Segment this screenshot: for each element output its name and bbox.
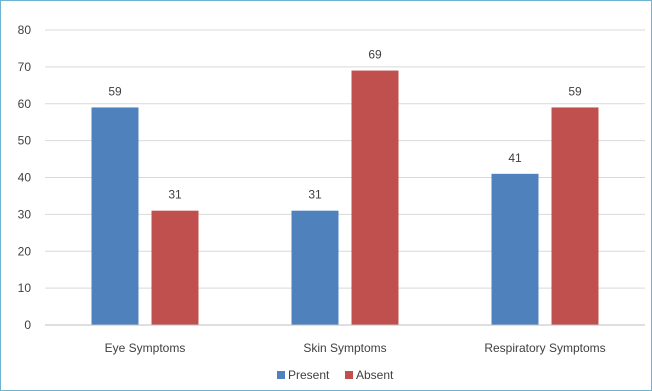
data-label: 59 <box>568 84 582 98</box>
bar-present-1 <box>291 210 339 325</box>
legend-swatch-present <box>277 371 285 379</box>
data-label: 59 <box>108 84 122 98</box>
x-category-label: Respiratory Symptoms <box>484 341 605 355</box>
bar-present-0 <box>91 107 139 325</box>
data-label: 41 <box>508 151 522 165</box>
y-tick-label: 50 <box>18 134 32 148</box>
x-category-label: Skin Symptoms <box>303 341 386 355</box>
y-tick-label: 10 <box>18 281 32 295</box>
y-tick-label: 30 <box>18 207 32 221</box>
y-tick-label: 40 <box>18 171 32 185</box>
data-label: 31 <box>168 188 182 202</box>
y-tick-label: 20 <box>18 244 32 258</box>
legend-label-absent: Absent <box>356 368 394 382</box>
legend-label-present: Present <box>288 368 330 382</box>
bar-absent-0 <box>151 210 199 325</box>
y-tick-label: 60 <box>18 97 32 111</box>
bar-present-2 <box>491 173 539 325</box>
bar-absent-2 <box>551 107 599 325</box>
y-tick-label: 0 <box>24 318 31 332</box>
data-label: 31 <box>308 188 322 202</box>
y-tick-label: 80 <box>18 23 32 37</box>
x-category-label: Eye Symptoms <box>105 341 186 355</box>
y-tick-label: 70 <box>18 60 32 74</box>
legend-swatch-absent <box>345 371 353 379</box>
data-label: 69 <box>368 48 382 62</box>
bar-absent-1 <box>351 70 399 325</box>
